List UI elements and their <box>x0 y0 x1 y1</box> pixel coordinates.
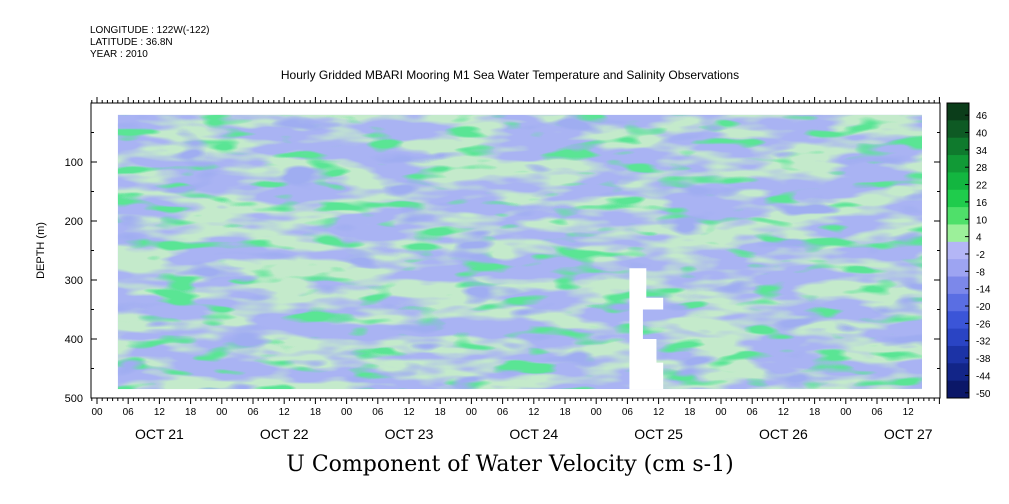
colorbar-label: 4 <box>976 233 982 244</box>
x-hour-label: 06 <box>622 407 634 418</box>
colorbar-label: 28 <box>976 163 988 174</box>
velocity-field <box>117 114 923 390</box>
colorbar-swatch <box>947 224 969 243</box>
x-day-label: OCT 21 <box>135 426 184 442</box>
y-tick-label: 400 <box>65 334 83 346</box>
y-tick-label: 500 <box>65 393 83 405</box>
x-hour-label: 06 <box>747 407 759 418</box>
x-hour-label: 00 <box>840 407 852 418</box>
colorbar-label: 10 <box>976 215 988 226</box>
colorbar-swatch <box>947 103 969 121</box>
colorbar-swatch <box>947 189 969 208</box>
year-label: YEAR : 2010 <box>90 49 148 60</box>
field-negative-layer <box>117 114 923 390</box>
x-hour-label: 12 <box>778 407 790 418</box>
colorbar-label: -50 <box>976 389 991 400</box>
x-hour-label: 06 <box>123 407 135 418</box>
chart-title: Hourly Gridded MBARI Mooring M1 Sea Wate… <box>280 68 740 82</box>
x-hour-label: 00 <box>91 407 103 418</box>
x-day-label: OCT 25 <box>634 426 683 442</box>
y-axis-label: DEPTH (m) <box>35 222 47 279</box>
x-hour-label: 06 <box>372 407 384 418</box>
x-hour-label: 18 <box>185 407 197 418</box>
x-hour-label: 00 <box>466 407 478 418</box>
longitude-label: LONGITUDE : 122W(-122) <box>90 25 210 36</box>
x-day-label: OCT 22 <box>260 426 309 442</box>
colorbar-label: -20 <box>976 302 991 313</box>
x-hour-label: 18 <box>684 407 696 418</box>
colorbar-swatch <box>947 380 969 399</box>
x-hour-label: 18 <box>310 407 322 418</box>
colorbar-label: -14 <box>976 285 991 296</box>
x-hour-label: 12 <box>903 407 915 418</box>
x-hour-label: 12 <box>403 407 415 418</box>
colorbar-swatch <box>947 155 969 173</box>
colorbar-label: 22 <box>976 181 988 192</box>
y-tick-label: 300 <box>65 275 83 287</box>
x-hour-label: 12 <box>653 407 665 418</box>
colorbar-label: -2 <box>976 250 985 261</box>
colorbar: 46 40 34 28 22 16 10 4 -2 -8 -14 -20 -26 -32 -38 -44 -50 <box>946 102 991 400</box>
x-day-label: OCT 27 <box>884 426 933 442</box>
x-hour-label: 12 <box>154 407 166 418</box>
y-tick-label: 100 <box>65 157 83 169</box>
colorbar-swatch <box>947 311 969 330</box>
colorbar-swatch <box>947 276 969 295</box>
colorbar-swatch <box>947 120 969 139</box>
colorbar-swatch <box>947 363 969 382</box>
colorbar-label: 40 <box>976 129 988 140</box>
x-hour-label: 18 <box>809 407 821 418</box>
x-hour-label: 00 <box>341 407 353 418</box>
colorbar-swatch <box>947 207 969 225</box>
colorbar-label: -8 <box>976 267 985 278</box>
x-hour-label: 12 <box>528 407 540 418</box>
colorbar-label: -26 <box>976 319 991 330</box>
colorbar-swatch <box>947 293 969 312</box>
x-hour-label: 00 <box>216 407 228 418</box>
plot-axes: 00 06 12 18 00 06 12 18 00 06 12 18 00 06 12 18 00 06 12 18… <box>65 97 941 442</box>
colorbar-label: 46 <box>976 111 988 122</box>
colorbar-swatch <box>947 241 969 260</box>
latitude-label: LATITUDE : 36.8N <box>90 37 173 48</box>
x-hour-label: 18 <box>559 407 571 418</box>
x-day-label: OCT 26 <box>759 426 808 442</box>
colorbar-label: 16 <box>976 198 988 209</box>
y-tick-label: 200 <box>65 216 83 228</box>
x-day-label: OCT 23 <box>385 426 434 442</box>
colorbar-swatch <box>947 345 969 364</box>
x-hour-label: 18 <box>435 407 447 418</box>
x-hour-label: 00 <box>591 407 603 418</box>
x-hour-label: 06 <box>497 407 509 418</box>
colorbar-label: -38 <box>976 354 991 365</box>
colorbar-label: -44 <box>976 371 991 382</box>
colorbar-label: -32 <box>976 337 991 348</box>
x-day-label: OCT 24 <box>509 426 558 442</box>
missing-data-gap <box>629 268 664 390</box>
colorbar-swatch <box>947 328 969 347</box>
x-hour-label: 06 <box>247 407 259 418</box>
colorbar-swatch <box>947 172 969 191</box>
figure-caption: U Component of Water Velocity (cm s-1) <box>286 452 734 477</box>
colorbar-swatch <box>947 137 969 156</box>
x-hour-label: 12 <box>279 407 291 418</box>
x-hour-label: 00 <box>715 407 727 418</box>
colorbar-swatch <box>947 259 969 278</box>
colorbar-label: 34 <box>976 146 988 157</box>
x-hour-label: 06 <box>871 407 883 418</box>
colorbar-frame <box>946 102 970 399</box>
